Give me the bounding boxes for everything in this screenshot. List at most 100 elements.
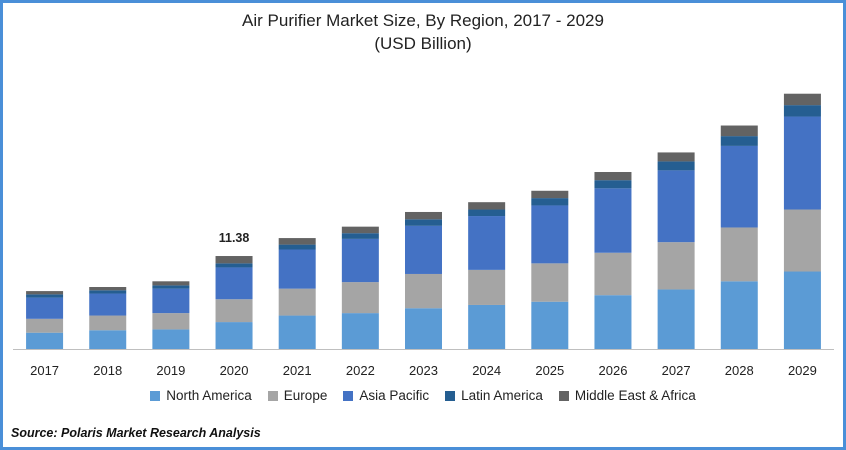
bar-segment-north-america-2024 (468, 304, 506, 349)
bar-segment-latin-america-2022 (341, 233, 379, 239)
legend-item-middle-east-africa: Middle East & Africa (558, 388, 696, 403)
chart-legend: North America Europe Asia Pacific Latin Ame… (3, 388, 843, 403)
bar-segment-europe-2029 (783, 209, 821, 272)
bar-segment-latin-america-2023 (405, 219, 442, 226)
x-tick-label-2020: 2020 (220, 363, 249, 378)
bar-segment-north-america-2023 (405, 308, 442, 349)
bar-segment-europe-2019 (152, 313, 190, 330)
bar-segment-middle-east-africa-2028 (720, 125, 758, 137)
x-tick-label-2018: 2018 (93, 363, 122, 378)
x-tick-label-2025: 2025 (535, 363, 564, 378)
bar-segment-latin-america-2025 (531, 198, 569, 206)
bar-segment-middle-east-africa-2027 (657, 152, 695, 162)
legend-label-europe: Europe (283, 388, 328, 403)
bar-segment-latin-america-2026 (594, 180, 632, 189)
bar-segment-latin-america-2029 (783, 105, 821, 117)
bar-segment-middle-east-africa-2026 (594, 172, 632, 181)
bar-segment-asia-pacific-2023 (405, 225, 442, 274)
x-tick-label-2023: 2023 (409, 363, 438, 378)
bar-segment-asia-pacific-2029 (783, 116, 821, 210)
legend-swatch-asia-pacific (343, 390, 354, 401)
legend-swatch-north-america (150, 390, 161, 401)
chart-title: Air Purifier Market Size, By Region, 201… (242, 11, 604, 30)
bar-segment-north-america-2028 (720, 281, 758, 349)
bar-segment-europe-2021 (278, 288, 316, 316)
bar-segment-asia-pacific-2018 (89, 293, 127, 316)
bar-segment-north-america-2017 (26, 332, 64, 349)
bar-segment-north-america-2020 (215, 322, 253, 349)
bar-segment-latin-america-2027 (657, 161, 695, 171)
bar-segment-europe-2023 (405, 273, 442, 309)
bar-segment-europe-2026 (594, 252, 632, 296)
bar-segment-latin-america-2028 (720, 136, 758, 146)
bar-segment-middle-east-africa-2029 (783, 93, 821, 106)
data-label-2020: 11.38 (219, 231, 250, 245)
x-tick-label-2021: 2021 (283, 363, 312, 378)
bar-segment-middle-east-africa-2019 (152, 281, 190, 286)
bar-segment-north-america-2027 (657, 289, 695, 349)
x-tick-label-2022: 2022 (346, 363, 375, 378)
bar-segment-north-america-2029 (783, 271, 821, 349)
bar-segment-latin-america-2018 (89, 290, 127, 294)
bar-segment-latin-america-2019 (152, 285, 190, 289)
bar-segment-asia-pacific-2027 (657, 170, 695, 243)
legend-label-asia-pacific: Asia Pacific (359, 388, 430, 403)
bar-segment-europe-2028 (720, 227, 758, 282)
bar-segment-north-america-2021 (278, 315, 316, 349)
bar-segment-europe-2022 (341, 282, 379, 314)
bar-segment-europe-2020 (215, 299, 253, 323)
legend-swatch-middle-east-africa (558, 390, 569, 401)
bar-segment-middle-east-africa-2018 (89, 287, 127, 291)
bar-segment-asia-pacific-2026 (594, 188, 632, 253)
legend-label-latin-america: Latin America (461, 388, 543, 403)
bar-segment-latin-america-2021 (278, 244, 316, 250)
source-note: Source: Polaris Market Research Analysis (11, 426, 261, 440)
bar-segment-europe-2024 (468, 269, 506, 305)
bar-segment-europe-2017 (26, 318, 64, 333)
x-tick-label-2017: 2017 (30, 363, 59, 378)
bar-segment-asia-pacific-2022 (341, 238, 379, 283)
bar-segment-asia-pacific-2024 (468, 216, 506, 270)
legend-item-europe: Europe (267, 388, 328, 403)
bar-segment-asia-pacific-2017 (26, 297, 64, 319)
legend-swatch-europe (267, 390, 278, 401)
bar-segment-middle-east-africa-2021 (278, 238, 316, 245)
bar-segment-middle-east-africa-2017 (26, 291, 64, 295)
bar-segment-north-america-2026 (594, 295, 632, 349)
x-tick-label-2028: 2028 (725, 363, 754, 378)
x-tick-label-2026: 2026 (599, 363, 628, 378)
stacked-bar-chart: 2017 2018 2019 2020 11.38 2021 2022 2023 2024 202… (13, 93, 834, 378)
legend-item-north-america: North America (150, 388, 252, 403)
bar-segment-europe-2027 (657, 242, 695, 290)
bar-segment-north-america-2019 (152, 329, 190, 349)
bar-segment-middle-east-africa-2020 (215, 256, 253, 264)
bar-segment-latin-america-2020 (215, 263, 253, 268)
bar-segment-north-america-2022 (341, 313, 379, 349)
bar-segment-middle-east-africa-2022 (341, 226, 379, 234)
bar-segment-latin-america-2017 (26, 294, 64, 298)
chart-subtitle: (USD Billion) (374, 34, 472, 53)
legend-label-middle-east-africa: Middle East & Africa (574, 388, 696, 403)
legend-item-latin-america: Latin America (445, 388, 543, 403)
bar-segment-asia-pacific-2019 (152, 288, 190, 314)
x-tick-label-2024: 2024 (472, 363, 501, 378)
x-tick-label-2027: 2027 (662, 363, 691, 378)
bar-segment-middle-east-africa-2023 (405, 211, 442, 220)
bar-segment-asia-pacific-2020 (215, 267, 253, 300)
x-tick-label-2019: 2019 (156, 363, 185, 378)
legend-label-north-america: North America (166, 388, 252, 403)
bar-segment-middle-east-africa-2025 (531, 190, 569, 199)
x-tick-label-2029: 2029 (788, 363, 817, 378)
bar-segment-asia-pacific-2028 (720, 145, 758, 228)
legend-swatch-latin-america (445, 390, 456, 401)
bar-segment-asia-pacific-2021 (278, 249, 316, 289)
legend-item-asia-pacific: Asia Pacific (343, 388, 429, 403)
bar-segment-north-america-2018 (89, 330, 127, 349)
bar-segment-latin-america-2024 (468, 209, 506, 217)
bar-segment-north-america-2025 (531, 301, 569, 349)
bar-segment-europe-2018 (89, 315, 127, 331)
bar-segment-europe-2025 (531, 263, 569, 302)
bar-segment-middle-east-africa-2024 (468, 202, 506, 210)
bar-segment-asia-pacific-2025 (531, 205, 569, 264)
